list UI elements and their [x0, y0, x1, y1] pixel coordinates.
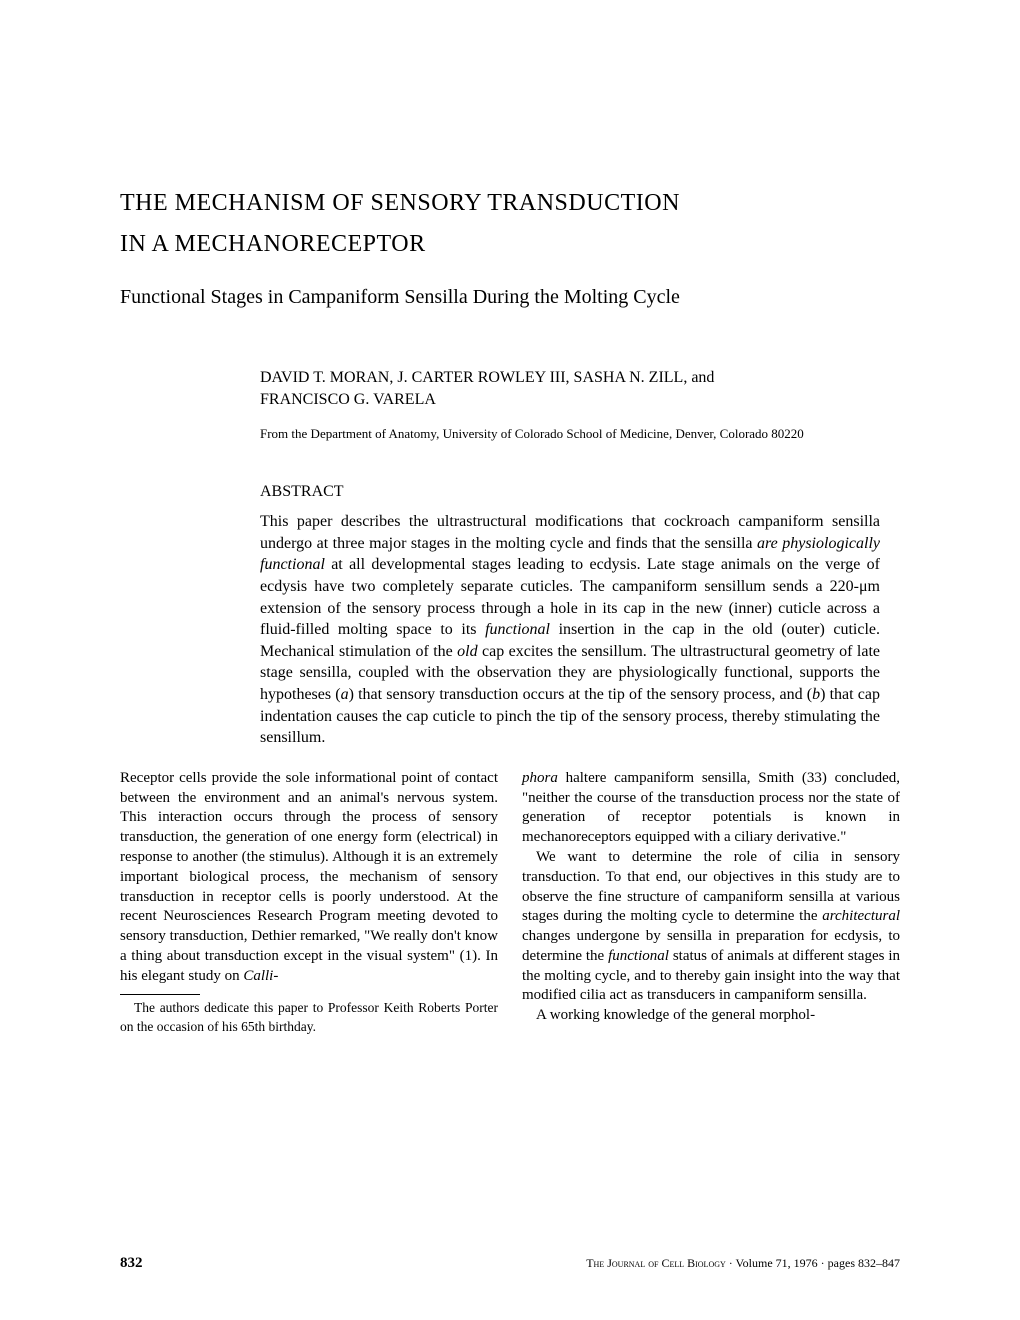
- abstract-part-i: ) that sensory transduction occurs at th…: [349, 686, 813, 703]
- journal-details: · Volume 71, 1976 · pages 832–847: [726, 1256, 900, 1270]
- title-line-1: THE MECHANISM OF SENSORY TRANSDUCTION: [120, 190, 900, 217]
- journal-name: The Journal of Cell Biology: [586, 1256, 726, 1270]
- col2-paragraph-2: We want to determine the role of cilia i…: [522, 848, 900, 1006]
- authors-line-1: DAVID T. MORAN, J. CARTER ROWLEY III, SA…: [260, 369, 880, 387]
- col2-italic-2: architectural: [822, 908, 900, 924]
- journal-info: The Journal of Cell Biology · Volume 71,…: [586, 1256, 900, 1271]
- abstract-italic-4: a: [341, 686, 349, 703]
- affiliation: From the Department of Anatomy, Universi…: [260, 425, 880, 443]
- col1-paragraph-1: Receptor cells provide the sole informat…: [120, 769, 498, 987]
- abstract-italic-5: b: [812, 686, 820, 703]
- subtitle: Functional Stages in Campaniform Sensill…: [120, 286, 900, 309]
- column-right: phora haltere campaniform sensilla, Smit…: [522, 769, 900, 1036]
- abstract-italic-3: old: [457, 643, 477, 660]
- col2-paragraph-1: phora haltere campaniform sensilla, Smit…: [522, 769, 900, 848]
- col2-italic-3: functional: [608, 948, 669, 964]
- col2-italic-1: phora: [522, 770, 558, 786]
- col1-italic-1: Calli-: [243, 968, 278, 984]
- title-line-2: IN A MECHANORECEPTOR: [120, 231, 900, 258]
- body-columns: Receptor cells provide the sole informat…: [120, 769, 900, 1036]
- footnote-rule: [120, 994, 200, 995]
- col1-text-a: Receptor cells provide the sole informat…: [120, 770, 498, 984]
- authors-line-2: FRANCISCO G. VARELA: [260, 391, 880, 409]
- col2-text-b: haltere campaniform sensilla, Smith (33)…: [522, 770, 900, 845]
- authors-section: DAVID T. MORAN, J. CARTER ROWLEY III, SA…: [260, 369, 880, 749]
- footnote: The authors dedicate this paper to Profe…: [120, 999, 498, 1035]
- column-left: Receptor cells provide the sole informat…: [120, 769, 498, 1036]
- abstract-text: This paper describes the ultrastructural…: [260, 511, 880, 749]
- abstract-heading: ABSTRACT: [260, 483, 880, 501]
- abstract-italic-2: functional: [485, 621, 550, 638]
- footer: 832 The Journal of Cell Biology · Volume…: [120, 1255, 900, 1272]
- col2-paragraph-3: A working knowledge of the general morph…: [522, 1006, 900, 1026]
- page-number: 832: [120, 1255, 143, 1272]
